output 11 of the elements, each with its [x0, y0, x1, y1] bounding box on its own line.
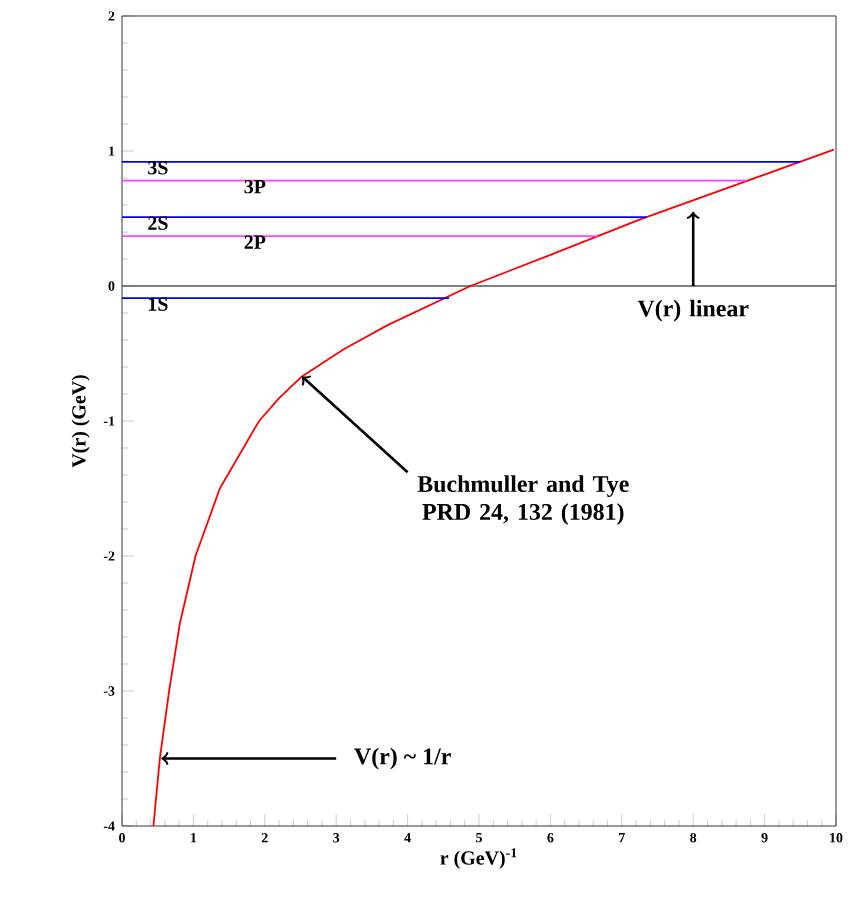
series-label: 3P: [244, 180, 266, 194]
annotation: Buchmuller and Tye PRD 24, 132 (1981): [417, 475, 629, 525]
series-label: 3S: [148, 161, 168, 175]
annotation: V(r) linear: [637, 299, 749, 322]
series-label: 2P: [244, 235, 266, 249]
series-label: 1S: [149, 297, 168, 311]
series-label: 2S: [148, 216, 168, 230]
line-series: [152, 148, 835, 827]
x-axis-title: r (GeV)$^{-1}$: [440, 848, 517, 869]
annotation: V(r) ~ 1/r: [354, 747, 451, 770]
y-axis-title: V(r) (GeV): [71, 375, 90, 468]
